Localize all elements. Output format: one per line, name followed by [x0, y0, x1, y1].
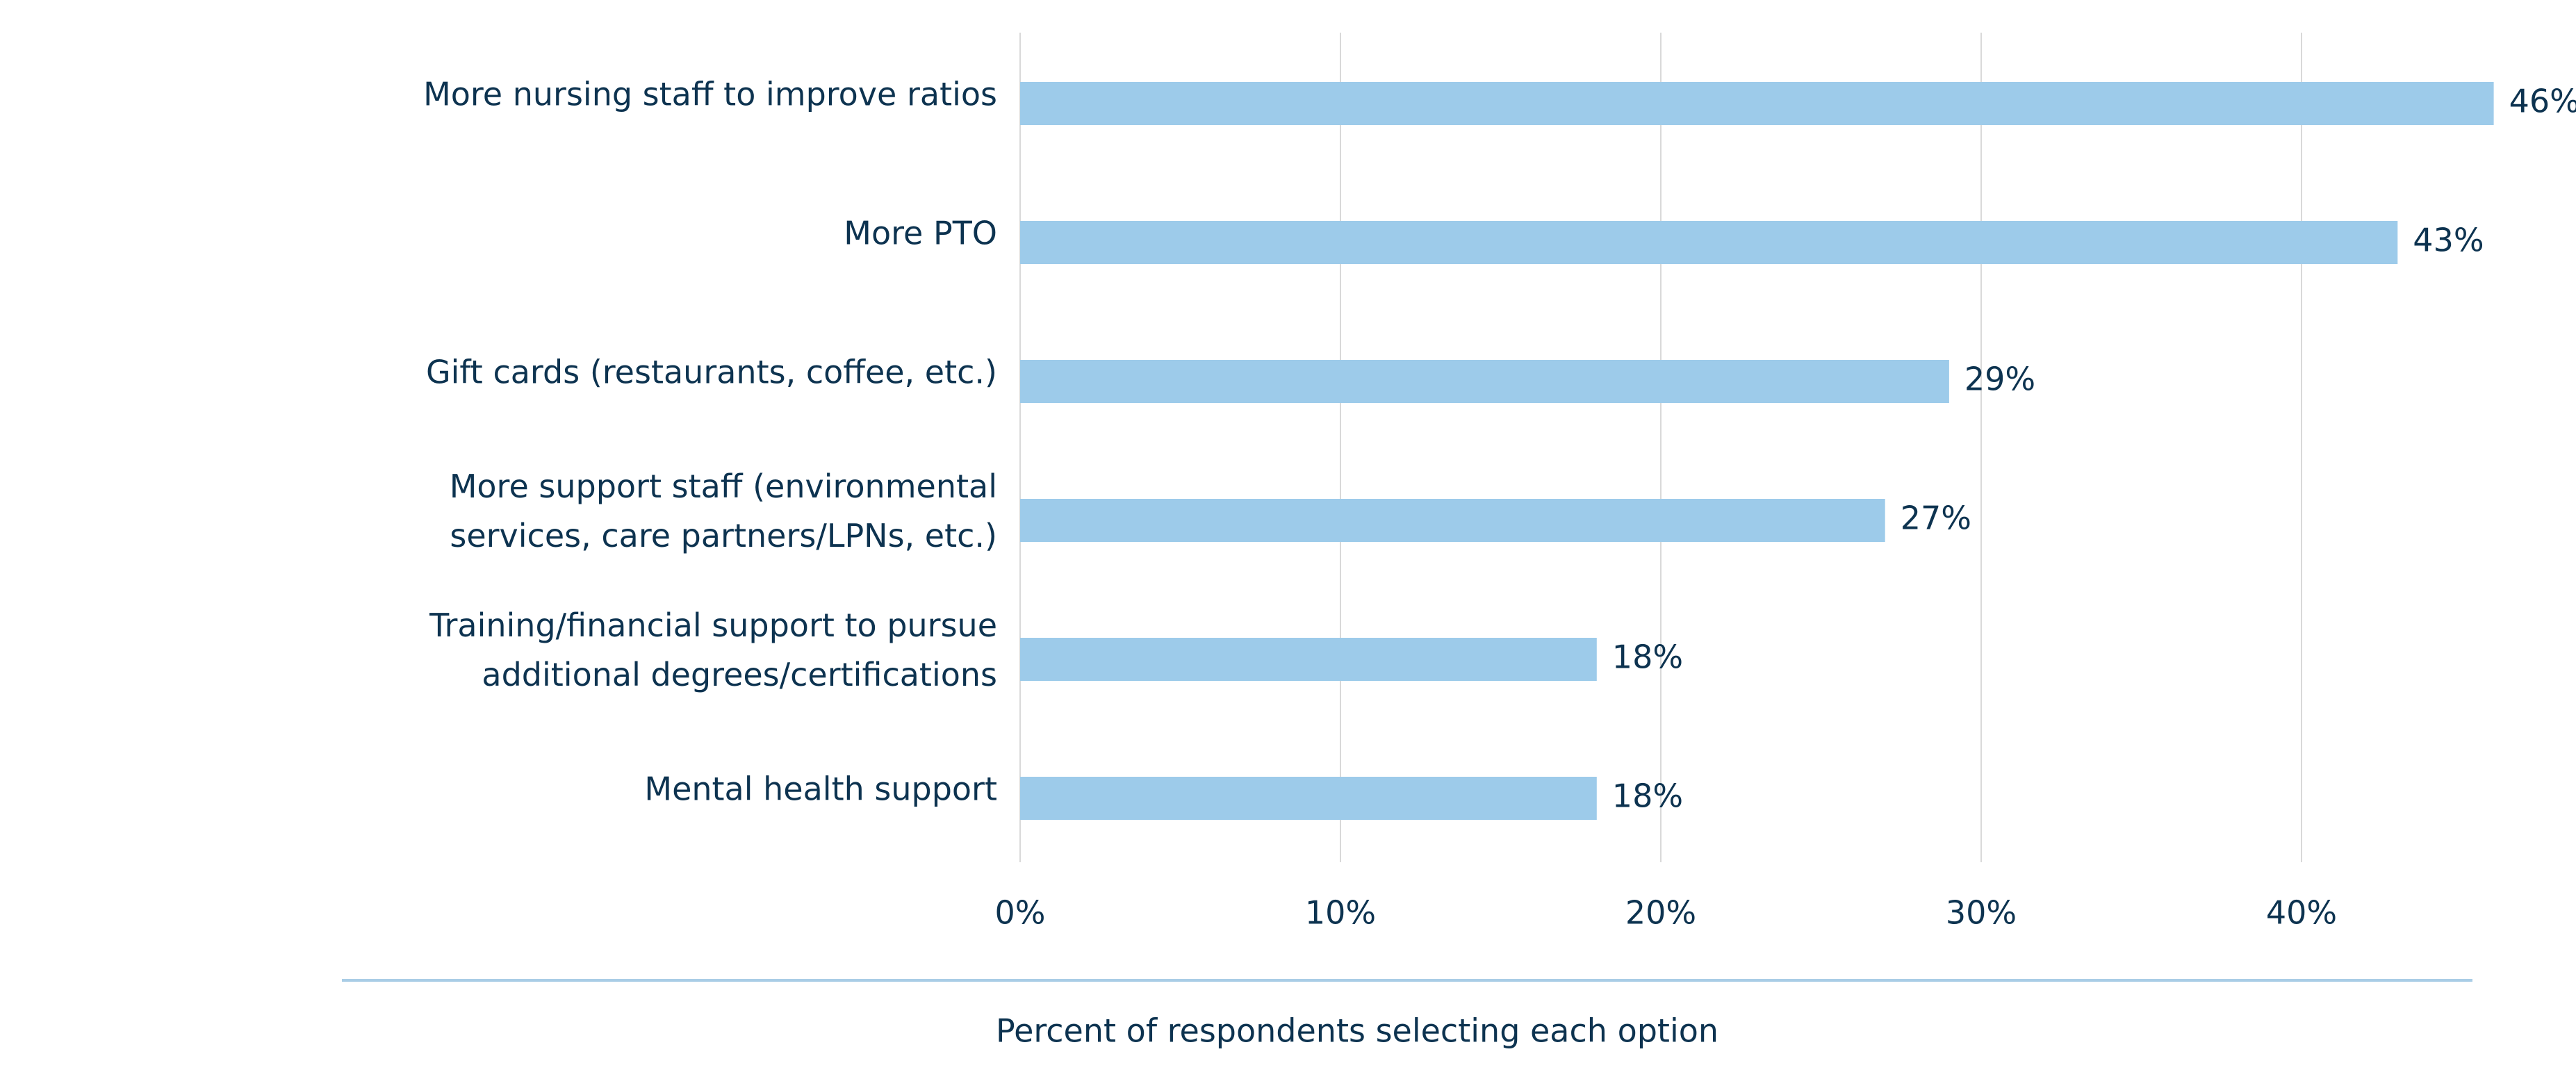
x-tick-label: 0%: [995, 894, 1046, 932]
y-tick-label: More PTO: [844, 215, 997, 252]
bar: [1020, 360, 1949, 403]
bar: [1020, 638, 1597, 681]
y-tick-label: services, care partners/LPNs, etc.): [450, 517, 997, 554]
y-tick-label: Gift cards (restaurants, coffee, etc.): [426, 354, 997, 391]
value-label: 29%: [1964, 361, 2035, 398]
x-tick-label: 10%: [1305, 894, 1376, 932]
bar: [1020, 221, 2398, 264]
x-axis-label: Percent of respondents selecting each op…: [996, 1012, 1718, 1050]
x-tick-label: 20%: [1625, 894, 1696, 932]
y-tick-label: More support staff (environmental: [450, 468, 997, 505]
value-label: 43%: [2413, 222, 2484, 259]
x-tick-label: 30%: [1946, 894, 2017, 932]
value-label: 46%: [2509, 83, 2576, 120]
bar: [1020, 777, 1597, 820]
x-tick-label: 40%: [2266, 894, 2337, 932]
y-tick-label: More nursing staff to improve ratios: [423, 76, 997, 113]
y-tick-label: Mental health support: [644, 771, 997, 808]
bar: [1020, 499, 1885, 542]
value-label: 27%: [1901, 500, 1971, 537]
value-label: 18%: [1612, 639, 1683, 676]
bar: [1020, 82, 2494, 125]
y-tick-label: Training/financial support to pursue: [429, 607, 997, 644]
y-tick-label: additional degrees/certifications: [482, 656, 997, 693]
value-label: 18%: [1612, 777, 1683, 815]
